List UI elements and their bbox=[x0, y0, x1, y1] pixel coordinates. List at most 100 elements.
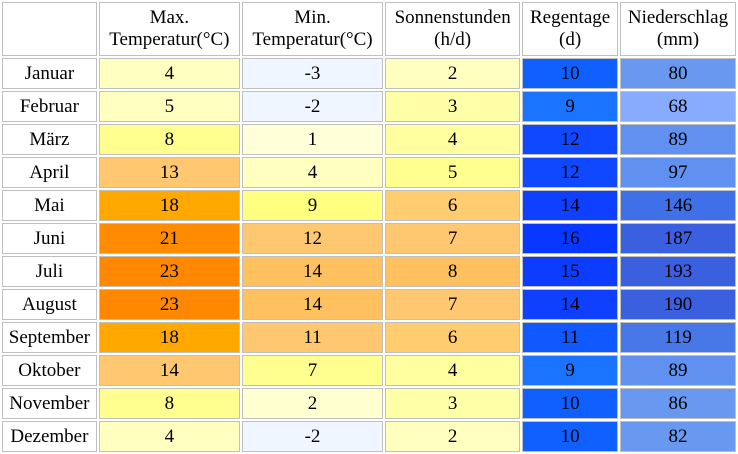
month-cell: Februar bbox=[2, 91, 97, 122]
min-temp-cell: -2 bbox=[241, 421, 384, 452]
rain-days-cell: 9 bbox=[522, 355, 618, 386]
sunshine-cell: 2 bbox=[385, 421, 521, 452]
table-row: Juni 21 12 7 16 187 bbox=[2, 223, 736, 254]
max-temp-cell: 8 bbox=[98, 124, 240, 155]
rain-days-cell: 12 bbox=[522, 157, 618, 188]
max-temp-cell: 18 bbox=[98, 190, 240, 221]
max-temp-cell: 23 bbox=[98, 256, 240, 287]
month-cell: März bbox=[2, 124, 97, 155]
rain-days-cell: 10 bbox=[522, 421, 618, 452]
table-row: Juli 23 14 8 15 193 bbox=[2, 256, 736, 287]
month-cell: Oktober bbox=[2, 355, 97, 386]
table-row: Dezember 4 -2 2 10 82 bbox=[2, 421, 736, 452]
precipitation-cell: 97 bbox=[619, 157, 736, 188]
rain-days-cell: 12 bbox=[522, 124, 618, 155]
header-max-temp-line2: Temperatur(°C) bbox=[109, 29, 230, 50]
sunshine-cell: 3 bbox=[385, 91, 521, 122]
max-temp-cell: 4 bbox=[98, 58, 240, 89]
precipitation-cell: 80 bbox=[619, 58, 736, 89]
header-row: Max. Temperatur(°C) Min. Temperatur(°C) … bbox=[2, 2, 736, 56]
header-rain-days-line1: Regentage bbox=[530, 7, 611, 28]
header-rain-days-line2: (d) bbox=[559, 29, 582, 50]
sunshine-cell: 6 bbox=[385, 322, 521, 353]
month-cell: September bbox=[2, 322, 97, 353]
max-temp-cell: 14 bbox=[98, 355, 240, 386]
table-row: Februar 5 -2 3 9 68 bbox=[2, 91, 736, 122]
max-temp-cell: 5 bbox=[98, 91, 240, 122]
sunshine-cell: 7 bbox=[385, 223, 521, 254]
precipitation-cell: 82 bbox=[619, 421, 736, 452]
precipitation-cell: 119 bbox=[619, 322, 736, 353]
table-row: Mai 18 9 6 14 146 bbox=[2, 190, 736, 221]
sunshine-cell: 8 bbox=[385, 256, 521, 287]
min-temp-cell: 14 bbox=[241, 289, 384, 320]
min-temp-cell: 1 bbox=[241, 124, 384, 155]
max-temp-cell: 21 bbox=[98, 223, 240, 254]
max-temp-cell: 4 bbox=[98, 421, 240, 452]
min-temp-cell: 4 bbox=[241, 157, 384, 188]
table-row: August 23 14 7 14 190 bbox=[2, 289, 736, 320]
sunshine-cell: 4 bbox=[385, 355, 521, 386]
header-precipitation-line2: (mm) bbox=[656, 29, 700, 50]
min-temp-cell: -2 bbox=[241, 91, 384, 122]
max-temp-cell: 18 bbox=[98, 322, 240, 353]
max-temp-cell: 8 bbox=[98, 388, 240, 419]
header-min-temp-line1: Min. bbox=[294, 7, 331, 28]
table-body: Januar 4 -3 2 10 80 Februar 5 -2 3 9 68 März 8 1 4 12 89 A… bbox=[2, 58, 736, 452]
sunshine-cell: 6 bbox=[385, 190, 521, 221]
header-precipitation-line1: Niederschlag bbox=[627, 7, 729, 28]
header-corner bbox=[2, 2, 97, 56]
header-max-temp: Max. Temperatur(°C) bbox=[98, 2, 240, 56]
month-cell: Juli bbox=[2, 256, 97, 287]
month-cell: Mai bbox=[2, 190, 97, 221]
min-temp-cell: -3 bbox=[241, 58, 384, 89]
precipitation-cell: 146 bbox=[619, 190, 736, 221]
month-cell: August bbox=[2, 289, 97, 320]
precipitation-cell: 89 bbox=[619, 355, 736, 386]
min-temp-cell: 9 bbox=[241, 190, 384, 221]
header-sunshine-line2: (h/d) bbox=[434, 29, 472, 50]
header-max-temp-line1: Max. bbox=[149, 7, 190, 28]
max-temp-cell: 13 bbox=[98, 157, 240, 188]
precipitation-cell: 190 bbox=[619, 289, 736, 320]
rain-days-cell: 11 bbox=[522, 322, 618, 353]
header-sunshine: Sonnenstunden (h/d) bbox=[385, 2, 521, 56]
month-cell: April bbox=[2, 157, 97, 188]
table-row: April 13 4 5 12 97 bbox=[2, 157, 736, 188]
month-cell: November bbox=[2, 388, 97, 419]
month-cell: Januar bbox=[2, 58, 97, 89]
precipitation-cell: 89 bbox=[619, 124, 736, 155]
precipitation-cell: 193 bbox=[619, 256, 736, 287]
rain-days-cell: 16 bbox=[522, 223, 618, 254]
table-row: November 8 2 3 10 86 bbox=[2, 388, 736, 419]
table-row: März 8 1 4 12 89 bbox=[2, 124, 736, 155]
header-rain-days: Regentage (d) bbox=[522, 2, 618, 56]
precipitation-cell: 86 bbox=[619, 388, 736, 419]
precipitation-cell: 68 bbox=[619, 91, 736, 122]
header-precipitation: Niederschlag (mm) bbox=[619, 2, 736, 56]
sunshine-cell: 7 bbox=[385, 289, 521, 320]
table-row: September 18 11 6 11 119 bbox=[2, 322, 736, 353]
min-temp-cell: 14 bbox=[241, 256, 384, 287]
header-sunshine-line1: Sonnenstunden bbox=[394, 7, 511, 28]
sunshine-cell: 4 bbox=[385, 124, 521, 155]
max-temp-cell: 23 bbox=[98, 289, 240, 320]
min-temp-cell: 11 bbox=[241, 322, 384, 353]
sunshine-cell: 3 bbox=[385, 388, 521, 419]
precipitation-cell: 187 bbox=[619, 223, 736, 254]
month-cell: Dezember bbox=[2, 421, 97, 452]
rain-days-cell: 15 bbox=[522, 256, 618, 287]
sunshine-cell: 5 bbox=[385, 157, 521, 188]
table-row: Januar 4 -3 2 10 80 bbox=[2, 58, 736, 89]
header-min-temp: Min. Temperatur(°C) bbox=[241, 2, 384, 56]
sunshine-cell: 2 bbox=[385, 58, 521, 89]
rain-days-cell: 9 bbox=[522, 91, 618, 122]
min-temp-cell: 2 bbox=[241, 388, 384, 419]
min-temp-cell: 12 bbox=[241, 223, 384, 254]
rain-days-cell: 10 bbox=[522, 58, 618, 89]
month-cell: Juni bbox=[2, 223, 97, 254]
header-min-temp-line2: Temperatur(°C) bbox=[252, 29, 373, 50]
rain-days-cell: 14 bbox=[522, 289, 618, 320]
rain-days-cell: 14 bbox=[522, 190, 618, 221]
